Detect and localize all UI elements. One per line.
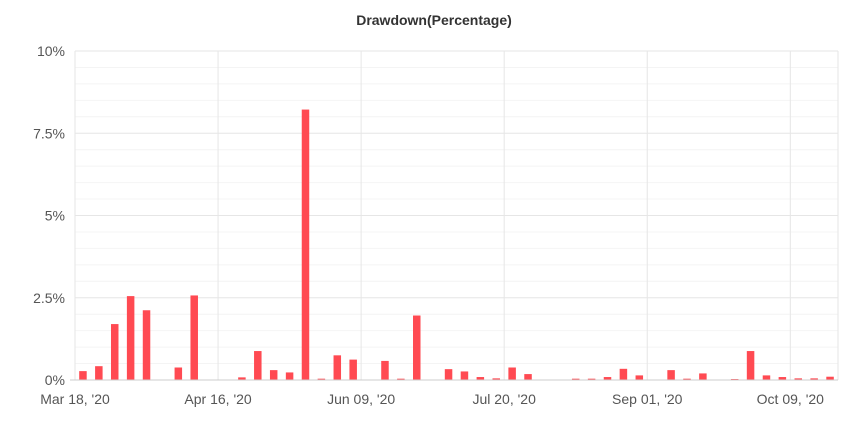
drawdown-bar[interactable]	[190, 295, 198, 380]
drawdown-bar[interactable]	[794, 378, 803, 380]
drawdown-bar[interactable]	[810, 378, 818, 380]
drawdown-bar[interactable]	[603, 377, 612, 380]
x-tick-label: Sep 01, '20	[612, 391, 683, 407]
drawdown-bar[interactable]	[571, 378, 580, 380]
drawdown-bar[interactable]	[492, 378, 500, 380]
drawdown-bar[interactable]	[683, 378, 691, 380]
drawdown-bar[interactable]	[619, 368, 628, 380]
x-tick-label: Oct 09, '20	[757, 391, 824, 407]
chart-title: Drawdown(Percentage)	[356, 12, 512, 28]
drawdown-bar[interactable]	[762, 375, 771, 380]
drawdown-bar[interactable]	[397, 378, 405, 380]
drawdown-bar[interactable]	[317, 378, 326, 380]
drawdown-bar[interactable]	[285, 372, 294, 380]
bar-layer	[79, 109, 834, 380]
drawdown-bar[interactable]	[524, 374, 532, 380]
drawdown-bar[interactable]	[699, 373, 707, 380]
x-tick-label: Jun 09, '20	[327, 391, 395, 407]
drawdown-bar[interactable]	[508, 367, 516, 380]
drawdown-bar[interactable]	[333, 355, 342, 380]
drawdown-bar[interactable]	[476, 377, 485, 380]
y-tick-label: 10%	[37, 43, 65, 59]
drawdown-bar[interactable]	[79, 371, 87, 380]
grid-layer	[74, 50, 839, 381]
x-tick-label: Mar 18, '20	[40, 391, 110, 407]
drawdown-bar[interactable]	[126, 296, 135, 380]
drawdown-bar[interactable]	[460, 371, 469, 380]
drawdown-bar[interactable]	[301, 109, 310, 380]
y-tick-label: 5%	[45, 208, 65, 224]
y-tick-label: 0%	[45, 372, 65, 388]
y-tick-label: 7.5%	[33, 125, 65, 141]
drawdown-bar[interactable]	[238, 377, 246, 380]
x-tick-label: Apr 16, '20	[184, 391, 251, 407]
drawdown-bar[interactable]	[254, 351, 262, 380]
drawdown-bar[interactable]	[667, 370, 675, 380]
drawdown-bar[interactable]	[635, 375, 644, 380]
drawdown-bar[interactable]	[444, 369, 453, 380]
drawdown-bar[interactable]	[746, 351, 755, 380]
drawdown-bar[interactable]	[587, 378, 596, 380]
drawdown-bar[interactable]	[778, 377, 787, 380]
drawdown-bar[interactable]	[174, 367, 183, 380]
drawdown-bar[interactable]	[826, 376, 834, 380]
drawdown-bar[interactable]	[95, 366, 103, 380]
drawdown-bar[interactable]	[349, 359, 357, 380]
drawdown-bar[interactable]	[110, 324, 119, 380]
drawdown-bar[interactable]	[413, 315, 421, 380]
axis-layer: 0% 2.5% 5% 7.5% 10% Mar 18, '20 Apr 16, '20 Jun…	[33, 43, 838, 407]
drawdown-bar[interactable]	[381, 360, 389, 380]
drawdown-bar[interactable]	[142, 310, 151, 380]
y-tick-label: 2.5%	[33, 290, 65, 306]
x-tick-label: Jul 20, '20	[472, 391, 536, 407]
drawdown-bar[interactable]	[269, 370, 278, 380]
